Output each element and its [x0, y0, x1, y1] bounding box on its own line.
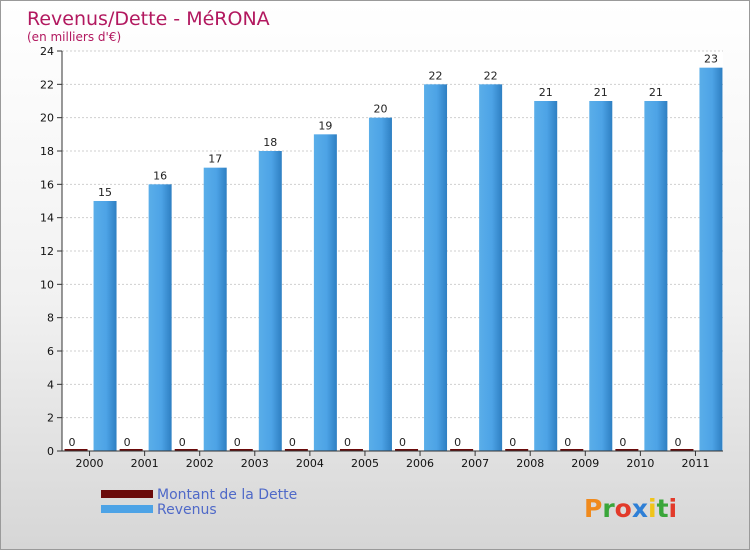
x-tick-label: 2002: [186, 457, 214, 470]
revenue-label: 23: [704, 53, 718, 66]
x-tick-label: 2007: [461, 457, 489, 470]
y-tick-label: 12: [40, 245, 54, 258]
debt-bar: [395, 449, 419, 451]
debt-label: 0: [509, 436, 516, 449]
y-tick-label: 14: [40, 212, 54, 225]
debt-label: 0: [564, 436, 571, 449]
logo-letter: t: [657, 494, 669, 523]
x-tick-label: 2005: [351, 457, 379, 470]
debt-bar: [119, 449, 143, 451]
debt-label: 0: [124, 436, 131, 449]
debt-bar: [339, 449, 363, 451]
debt-label: 0: [344, 436, 351, 449]
revenue-bar: [93, 201, 117, 451]
debt-label: 0: [179, 436, 186, 449]
debt-bar: [229, 449, 253, 451]
x-tick-label: 2011: [681, 457, 709, 470]
x-axis: 2000 2001 2002 2003 2004 2005 2006 2007 2008 2009…: [62, 450, 723, 470]
legend-label: Revenus: [157, 502, 217, 518]
debt-label: 0: [399, 436, 406, 449]
debt-bar: [560, 449, 584, 451]
proxiti-logo: Proxiti: [584, 494, 677, 523]
y-tick-label: 2: [47, 412, 54, 425]
debt-bar: [284, 449, 308, 451]
revenue-label: 20: [373, 103, 387, 116]
debt-label: 0: [289, 436, 296, 449]
debt-bar: [505, 449, 529, 451]
logo-letter: i: [669, 494, 678, 523]
revenue-bar: [699, 67, 723, 452]
y-tick-label: 20: [40, 112, 54, 125]
legend-label: Montant de la Dette: [157, 487, 297, 503]
debt-label: 0: [234, 436, 241, 449]
y-tick-label: 16: [40, 178, 54, 191]
revenue-label: 22: [484, 69, 498, 82]
legend-swatch: [101, 490, 153, 498]
revenue-label: 19: [318, 119, 332, 132]
revenue-label: 21: [539, 86, 553, 99]
y-tick-label: 22: [40, 78, 54, 91]
x-tick-label: 2003: [241, 457, 269, 470]
logo-letter: x: [632, 494, 648, 523]
revenue-label: 16: [153, 169, 167, 182]
y-tick-label: 6: [47, 345, 54, 358]
x-tick-label: 2010: [626, 457, 654, 470]
revenue-bar: [258, 151, 282, 451]
chart-title: Revenus/Dette - MéRONA: [27, 8, 270, 30]
revenue-label: 21: [649, 86, 663, 99]
x-tick-label: 2004: [296, 457, 324, 470]
revenue-label: 22: [429, 69, 443, 82]
chart-subtitle: (en milliers d'€): [27, 30, 121, 44]
revenue-label: 21: [594, 86, 608, 99]
revenue-bar: [313, 134, 337, 452]
revenue-bar: [368, 117, 392, 452]
x-tick-label: 2006: [406, 457, 434, 470]
revenue-label: 15: [98, 186, 112, 199]
debt-label: 0: [619, 436, 626, 449]
y-tick-label: 4: [47, 378, 54, 391]
x-tick-label: 2000: [76, 457, 104, 470]
revenue-bar: [148, 184, 172, 452]
revenue-bar: [203, 167, 227, 451]
revenue-bar: [424, 84, 448, 451]
revenue-bar: [589, 101, 613, 451]
debt-bar: [615, 449, 639, 451]
revenue-bar: [644, 101, 668, 451]
debt-label: 0: [454, 436, 461, 449]
x-tick-label: 2001: [131, 457, 159, 470]
plot-area: [62, 51, 723, 451]
debt-bar: [64, 449, 88, 451]
revenue-bar: [534, 101, 558, 451]
y-tick-label: 18: [40, 145, 54, 158]
debt-bar: [670, 449, 694, 451]
debt-bar: [450, 449, 474, 451]
logo-letter: i: [648, 494, 657, 523]
y-tick-label: 0: [47, 445, 54, 458]
revenue-label: 17: [208, 153, 222, 166]
debt-label: 0: [674, 436, 681, 449]
debt-bar: [174, 449, 198, 451]
bars: 0 15 0 16 0 17 0 18 0 19 0 20 0 22 0 22 0 21 0 21 0 21 0 23: [64, 53, 723, 452]
x-tick-label: 2009: [571, 457, 599, 470]
plot-background: [62, 51, 723, 451]
logo-letter: o: [615, 494, 632, 523]
y-tick-label: 24: [40, 45, 54, 58]
debt-label: 0: [69, 436, 76, 449]
x-tick-label: 2008: [516, 457, 544, 470]
revenue-label: 18: [263, 136, 277, 149]
revenue-bar: [479, 84, 503, 451]
logo-letter: P: [584, 494, 602, 523]
logo-letter: r: [602, 494, 615, 523]
y-tick-label: 10: [40, 278, 54, 291]
legend-swatch: [101, 505, 153, 513]
y-tick-label: 8: [47, 312, 54, 325]
